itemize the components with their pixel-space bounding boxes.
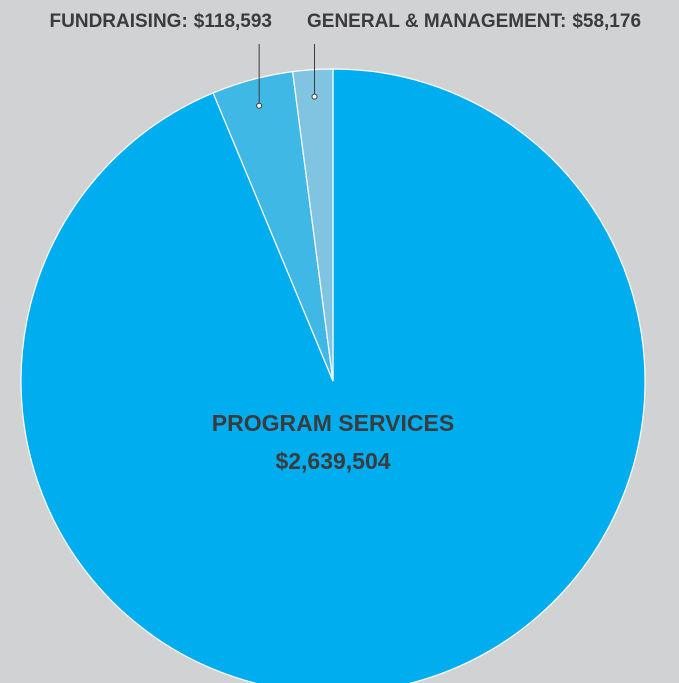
slice-value-label: $118,593 <box>194 11 272 32</box>
leader-dot <box>256 102 263 109</box>
slice-label: GENERAL & MANAGEMENT: $58,176 <box>307 11 641 32</box>
slice-value-label: $2,639,504 <box>275 448 390 474</box>
slice-category: FUNDRAISING: <box>50 11 188 32</box>
pie-slice <box>20 68 646 683</box>
slice-label: FUNDRAISING: $118,593 <box>50 11 272 32</box>
slice-category: GENERAL & MANAGEMENT: <box>307 11 566 32</box>
pie-slice <box>291 68 334 382</box>
slice-value-label: $58,176 <box>572 11 641 32</box>
slice-label: PROGRAM SERVICES <box>212 410 454 436</box>
leader-dot <box>311 93 318 100</box>
